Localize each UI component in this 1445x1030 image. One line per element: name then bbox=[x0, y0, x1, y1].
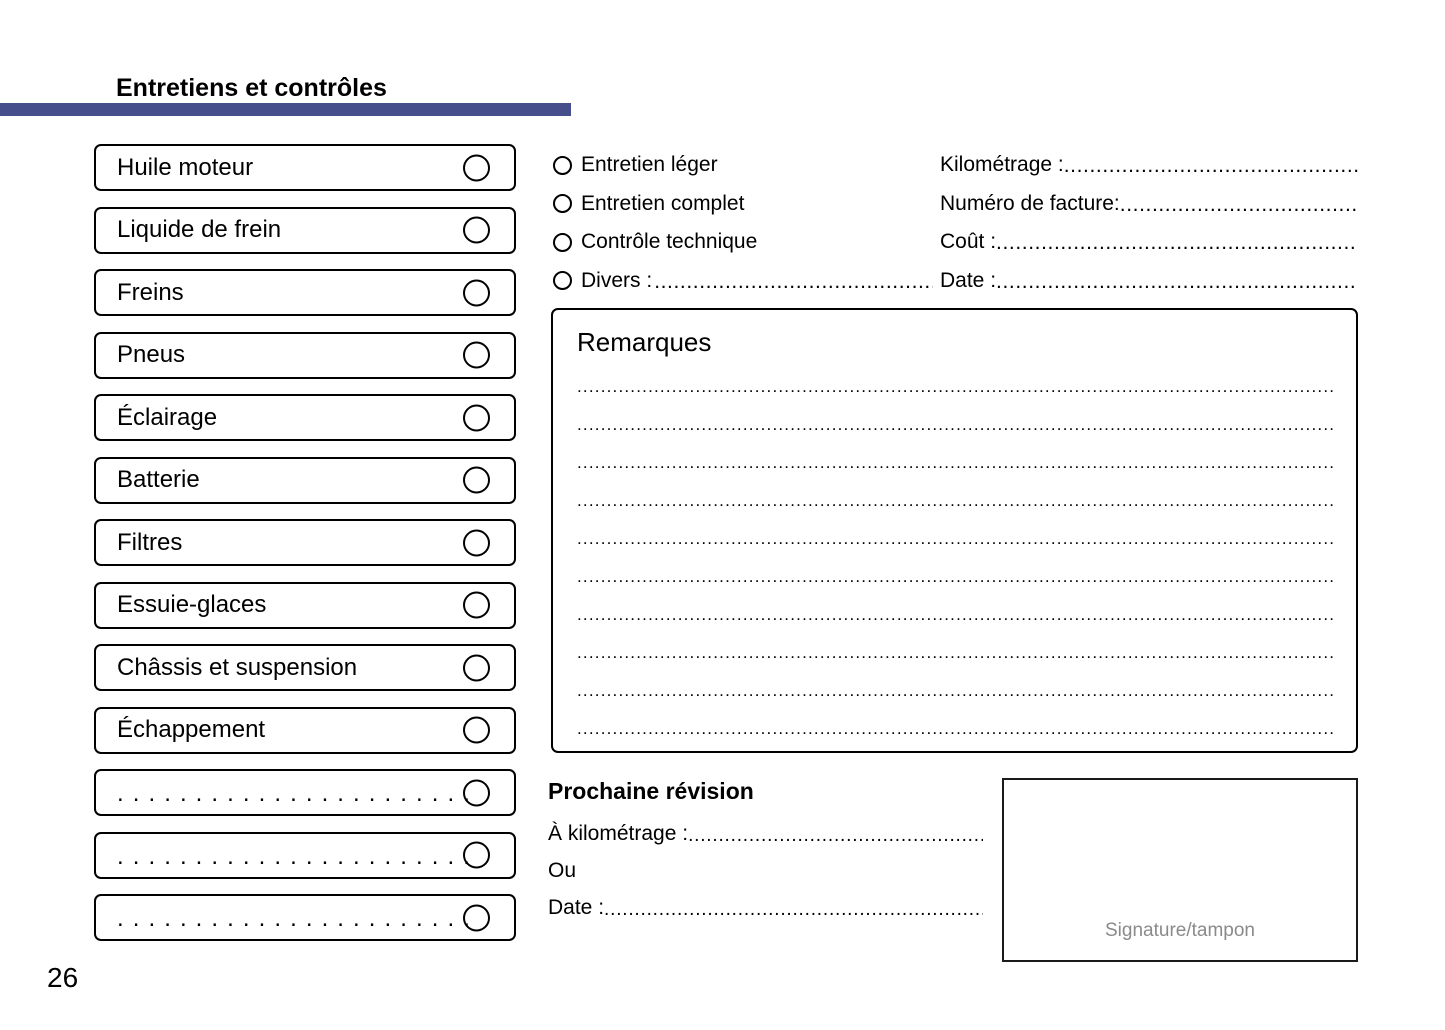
service-type-option[interactable]: Entretien léger bbox=[553, 146, 933, 185]
radio-circle-icon[interactable] bbox=[553, 232, 572, 252]
checklist-item-label: Échappement bbox=[117, 716, 266, 743]
next-service-label: Date : bbox=[548, 895, 605, 919]
check-circle-icon[interactable] bbox=[463, 654, 490, 681]
remarks-line[interactable]: ........................................… bbox=[577, 491, 1334, 510]
check-circle-icon[interactable] bbox=[463, 779, 490, 806]
next-service-row: Ou bbox=[548, 852, 983, 889]
radio-circle-icon[interactable] bbox=[553, 155, 572, 175]
radio-circle-icon[interactable] bbox=[553, 271, 572, 291]
remarks-panel[interactable]: Remarques ..............................… bbox=[551, 308, 1358, 753]
remarks-line[interactable]: ........................................… bbox=[577, 681, 1334, 700]
checklist-row[interactable]: Éclairage bbox=[94, 394, 516, 441]
checklist-item-label: Filtres bbox=[117, 528, 183, 556]
checklist-item-label: Liquide de frein bbox=[117, 216, 282, 243]
service-type-label: Entretien léger bbox=[581, 153, 718, 177]
signature-caption: Signature/tampon bbox=[1105, 920, 1255, 941]
next-service-fill-line[interactable]: ........................................… bbox=[688, 824, 983, 846]
next-service-row: Date :..................................… bbox=[548, 889, 983, 926]
next-service-label: À kilométrage : bbox=[548, 821, 689, 845]
checklist-row[interactable]: . . . . . . . . . . . . . . . . . . . . … bbox=[94, 831, 516, 879]
remarks-line[interactable]: ........................................… bbox=[577, 415, 1334, 434]
invoice-field-label: Date : bbox=[940, 268, 997, 292]
next-service-title: Prochaine révision bbox=[548, 778, 754, 804]
checklist-row[interactable]: Filtres bbox=[94, 519, 516, 566]
next-service-fill-line[interactable]: ........................................… bbox=[604, 898, 983, 920]
checklist-row[interactable]: Batterie bbox=[94, 456, 516, 504]
checklist-blank-line: . . . . . . . . . . . . . . . . . . . . … bbox=[117, 780, 472, 807]
radio-circle-icon[interactable] bbox=[553, 194, 572, 214]
invoice-field-fill-line[interactable]: ........................................… bbox=[996, 231, 1358, 255]
checklist-row[interactable]: Châssis et suspension bbox=[94, 644, 516, 691]
remarks-line[interactable]: ........................................… bbox=[577, 605, 1334, 624]
remarks-title: Remarques bbox=[577, 327, 712, 357]
remarks-line[interactable]: ........................................… bbox=[577, 567, 1334, 586]
service-type-group: Entretien léger Entretien complet Contrôle… bbox=[553, 146, 933, 300]
invoice-field-row: Coût :..................................… bbox=[940, 223, 1358, 262]
remarks-line[interactable]: ........................................… bbox=[577, 377, 1334, 396]
checklist-row[interactable]: Liquide de frein bbox=[94, 206, 516, 254]
checklist-row[interactable]: Essuie-glaces bbox=[94, 581, 516, 629]
checklist-row[interactable]: . . . . . . . . . . . . . . . . . . . . … bbox=[94, 894, 516, 941]
page-number: 26 bbox=[47, 962, 79, 993]
service-type-label: Contrôle technique bbox=[581, 230, 758, 254]
service-type-label: Entretien complet bbox=[581, 191, 745, 215]
invoice-details-group: Kilométrage :...........................… bbox=[940, 146, 1358, 300]
checklist-item-label: Batterie bbox=[117, 466, 200, 493]
check-circle-icon[interactable] bbox=[463, 904, 490, 931]
page-title: Entretiens et contrôles bbox=[116, 74, 387, 102]
checklist-blank-line: . . . . . . . . . . . . . . . . . . . . … bbox=[117, 842, 472, 870]
remarks-line[interactable]: ........................................… bbox=[577, 719, 1334, 738]
checklist-row[interactable]: Échappement bbox=[94, 706, 516, 754]
check-circle-icon[interactable] bbox=[463, 404, 490, 431]
next-service-row: À kilométrage :.........................… bbox=[548, 815, 983, 852]
checklist-item-label: Huile moteur bbox=[117, 153, 254, 181]
signature-stamp-box[interactable]: Signature/tampon bbox=[1002, 778, 1358, 962]
checklist-item-label: Freins bbox=[117, 278, 184, 306]
invoice-field-label: Numéro de facture: bbox=[940, 191, 1120, 215]
check-circle-icon[interactable] bbox=[463, 341, 490, 369]
inspection-checklist: Huile moteur Liquide de frein Freins Pneus É… bbox=[94, 144, 516, 957]
remarks-line[interactable]: ........................................… bbox=[577, 453, 1334, 472]
check-circle-icon[interactable] bbox=[463, 466, 490, 494]
check-circle-icon[interactable] bbox=[463, 279, 490, 306]
checklist-item-label: Pneus bbox=[117, 341, 186, 368]
service-type-label: Divers : bbox=[581, 268, 653, 292]
checklist-row[interactable]: Freins bbox=[94, 269, 516, 316]
check-circle-icon[interactable] bbox=[463, 841, 490, 869]
next-service-section: Prochaine révision À kilométrage :......… bbox=[548, 778, 988, 926]
remarks-line[interactable]: ........................................… bbox=[577, 643, 1334, 662]
invoice-field-row: Kilométrage :...........................… bbox=[940, 146, 1358, 185]
remarks-writing-lines: ........................................… bbox=[577, 368, 1334, 748]
checklist-row[interactable]: . . . . . . . . . . . . . . . . . . . . … bbox=[94, 769, 516, 816]
check-circle-icon[interactable] bbox=[463, 216, 490, 244]
check-circle-icon[interactable] bbox=[463, 154, 490, 181]
invoice-field-fill-line[interactable]: ........................................… bbox=[1119, 192, 1358, 216]
check-circle-icon[interactable] bbox=[463, 529, 490, 556]
invoice-field-label: Kilométrage : bbox=[940, 153, 1064, 177]
remarks-line[interactable]: ........................................… bbox=[577, 529, 1334, 548]
invoice-field-row: Date :..................................… bbox=[940, 262, 1358, 301]
next-service-fields: À kilométrage :.........................… bbox=[548, 815, 988, 926]
checklist-item-label: Essuie-glaces bbox=[117, 591, 267, 618]
check-circle-icon[interactable] bbox=[463, 591, 490, 619]
checklist-blank-line: . . . . . . . . . . . . . . . . . . . . … bbox=[117, 905, 472, 932]
invoice-field-label: Coût : bbox=[940, 230, 997, 254]
checklist-row[interactable]: Pneus bbox=[94, 331, 516, 379]
checklist-item-label: Châssis et suspension bbox=[117, 653, 358, 681]
header-accent-rule bbox=[0, 103, 571, 116]
invoice-field-row: Numéro de facture:......................… bbox=[940, 185, 1358, 224]
invoice-field-fill-line[interactable]: ........................................… bbox=[996, 269, 1358, 293]
service-type-option[interactable]: Divers :................................… bbox=[553, 262, 933, 301]
next-service-label: Ou bbox=[548, 858, 577, 882]
service-type-option[interactable]: Entretien complet bbox=[553, 185, 933, 224]
checklist-item-label: Éclairage bbox=[117, 403, 218, 431]
checklist-row[interactable]: Huile moteur bbox=[94, 144, 516, 191]
service-type-option[interactable]: Contrôle technique bbox=[553, 223, 933, 262]
service-type-fill-line[interactable]: ........................................… bbox=[654, 269, 933, 293]
invoice-field-fill-line[interactable]: ........................................… bbox=[1063, 154, 1358, 178]
check-circle-icon[interactable] bbox=[463, 716, 490, 744]
